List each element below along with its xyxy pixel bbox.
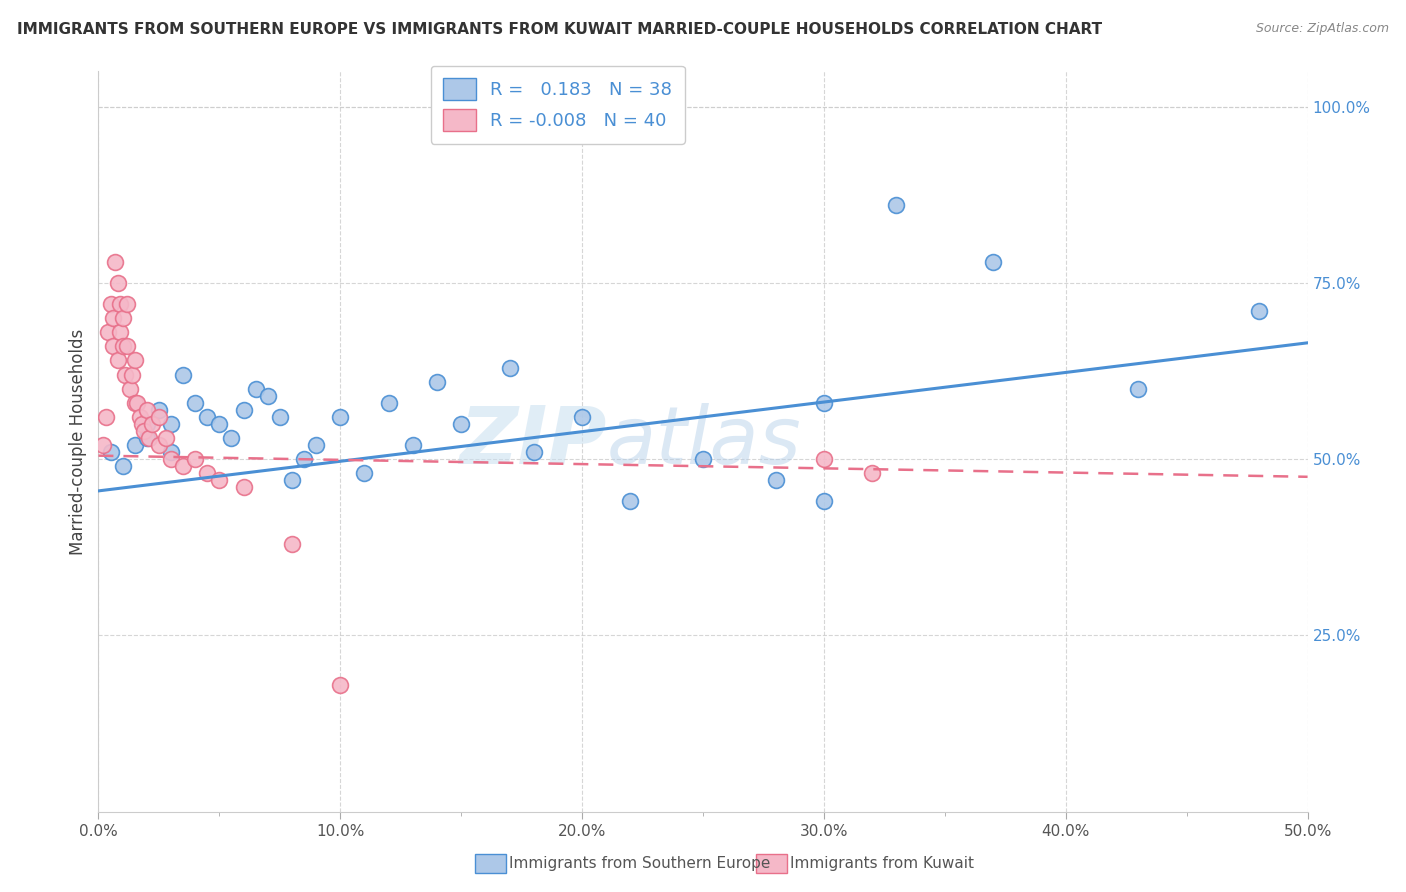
Point	[860, 467, 883, 481]
Point	[886, 198, 908, 212]
Point	[329, 409, 352, 424]
Point	[195, 409, 218, 424]
Point	[155, 431, 177, 445]
Point	[208, 473, 231, 487]
Text: Immigrants from Southern Europe: Immigrants from Southern Europe	[509, 856, 770, 871]
Point	[100, 445, 122, 459]
Bar	[475, 854, 506, 873]
Point	[101, 339, 124, 353]
Point	[141, 417, 163, 431]
Point	[124, 353, 146, 368]
Point	[108, 325, 131, 339]
Point	[160, 417, 183, 431]
Point	[127, 396, 149, 410]
Point	[498, 360, 520, 375]
Point	[131, 417, 153, 431]
Point	[245, 382, 267, 396]
Bar	[756, 854, 787, 873]
Point	[111, 339, 134, 353]
Point	[281, 537, 304, 551]
Point	[148, 438, 170, 452]
Point	[329, 678, 352, 692]
Point	[813, 396, 835, 410]
Point	[221, 431, 243, 445]
Text: ZIP: ZIP	[458, 402, 606, 481]
Point	[160, 452, 183, 467]
Point	[114, 368, 136, 382]
Point	[118, 382, 141, 396]
Point	[135, 402, 157, 417]
Point	[97, 325, 120, 339]
Point	[117, 297, 139, 311]
Point	[619, 494, 641, 508]
Point	[148, 409, 170, 424]
Point	[128, 409, 150, 424]
Point	[148, 402, 170, 417]
Point	[184, 396, 207, 410]
Point	[571, 409, 593, 424]
Point	[108, 297, 131, 311]
Point	[101, 311, 124, 326]
Point	[135, 431, 157, 445]
Point	[134, 424, 156, 438]
Point	[172, 368, 194, 382]
Point	[138, 431, 160, 445]
Point	[377, 396, 399, 410]
Point	[104, 254, 127, 268]
Legend: R =   0.183   N = 38, R = -0.008   N = 40: R = 0.183 N = 38, R = -0.008 N = 40	[430, 66, 685, 144]
Point	[111, 311, 134, 326]
Text: Source: ZipAtlas.com: Source: ZipAtlas.com	[1256, 22, 1389, 36]
Text: IMMIGRANTS FROM SOUTHERN EUROPE VS IMMIGRANTS FROM KUWAIT MARRIED-COUPLE HOUSEHO: IMMIGRANTS FROM SOUTHERN EUROPE VS IMMIG…	[17, 22, 1102, 37]
Point	[1249, 304, 1271, 318]
Point	[813, 494, 835, 508]
Point	[692, 452, 714, 467]
Point	[160, 445, 183, 459]
Point	[195, 467, 218, 481]
Point	[111, 459, 134, 474]
Point	[281, 473, 304, 487]
Point	[117, 339, 139, 353]
Point	[353, 467, 375, 481]
Point	[232, 402, 254, 417]
Point	[1128, 382, 1150, 396]
Point	[523, 445, 546, 459]
Point	[305, 438, 328, 452]
Text: atlas: atlas	[606, 402, 801, 481]
Point	[256, 389, 278, 403]
Point	[292, 452, 315, 467]
Point	[426, 375, 449, 389]
Point	[208, 417, 231, 431]
Point	[107, 353, 129, 368]
Point	[184, 452, 207, 467]
Point	[402, 438, 425, 452]
Point	[107, 276, 129, 290]
Text: Immigrants from Kuwait: Immigrants from Kuwait	[790, 856, 974, 871]
Point	[172, 459, 194, 474]
Point	[94, 409, 117, 424]
Point	[269, 409, 291, 424]
Point	[450, 417, 472, 431]
Point	[981, 254, 1004, 268]
Point	[91, 438, 114, 452]
Y-axis label: Married-couple Households: Married-couple Households	[69, 328, 87, 555]
Point	[813, 452, 835, 467]
Point	[124, 438, 146, 452]
Point	[124, 396, 146, 410]
Point	[135, 417, 157, 431]
Point	[232, 480, 254, 494]
Point	[765, 473, 787, 487]
Point	[100, 297, 122, 311]
Point	[121, 368, 143, 382]
